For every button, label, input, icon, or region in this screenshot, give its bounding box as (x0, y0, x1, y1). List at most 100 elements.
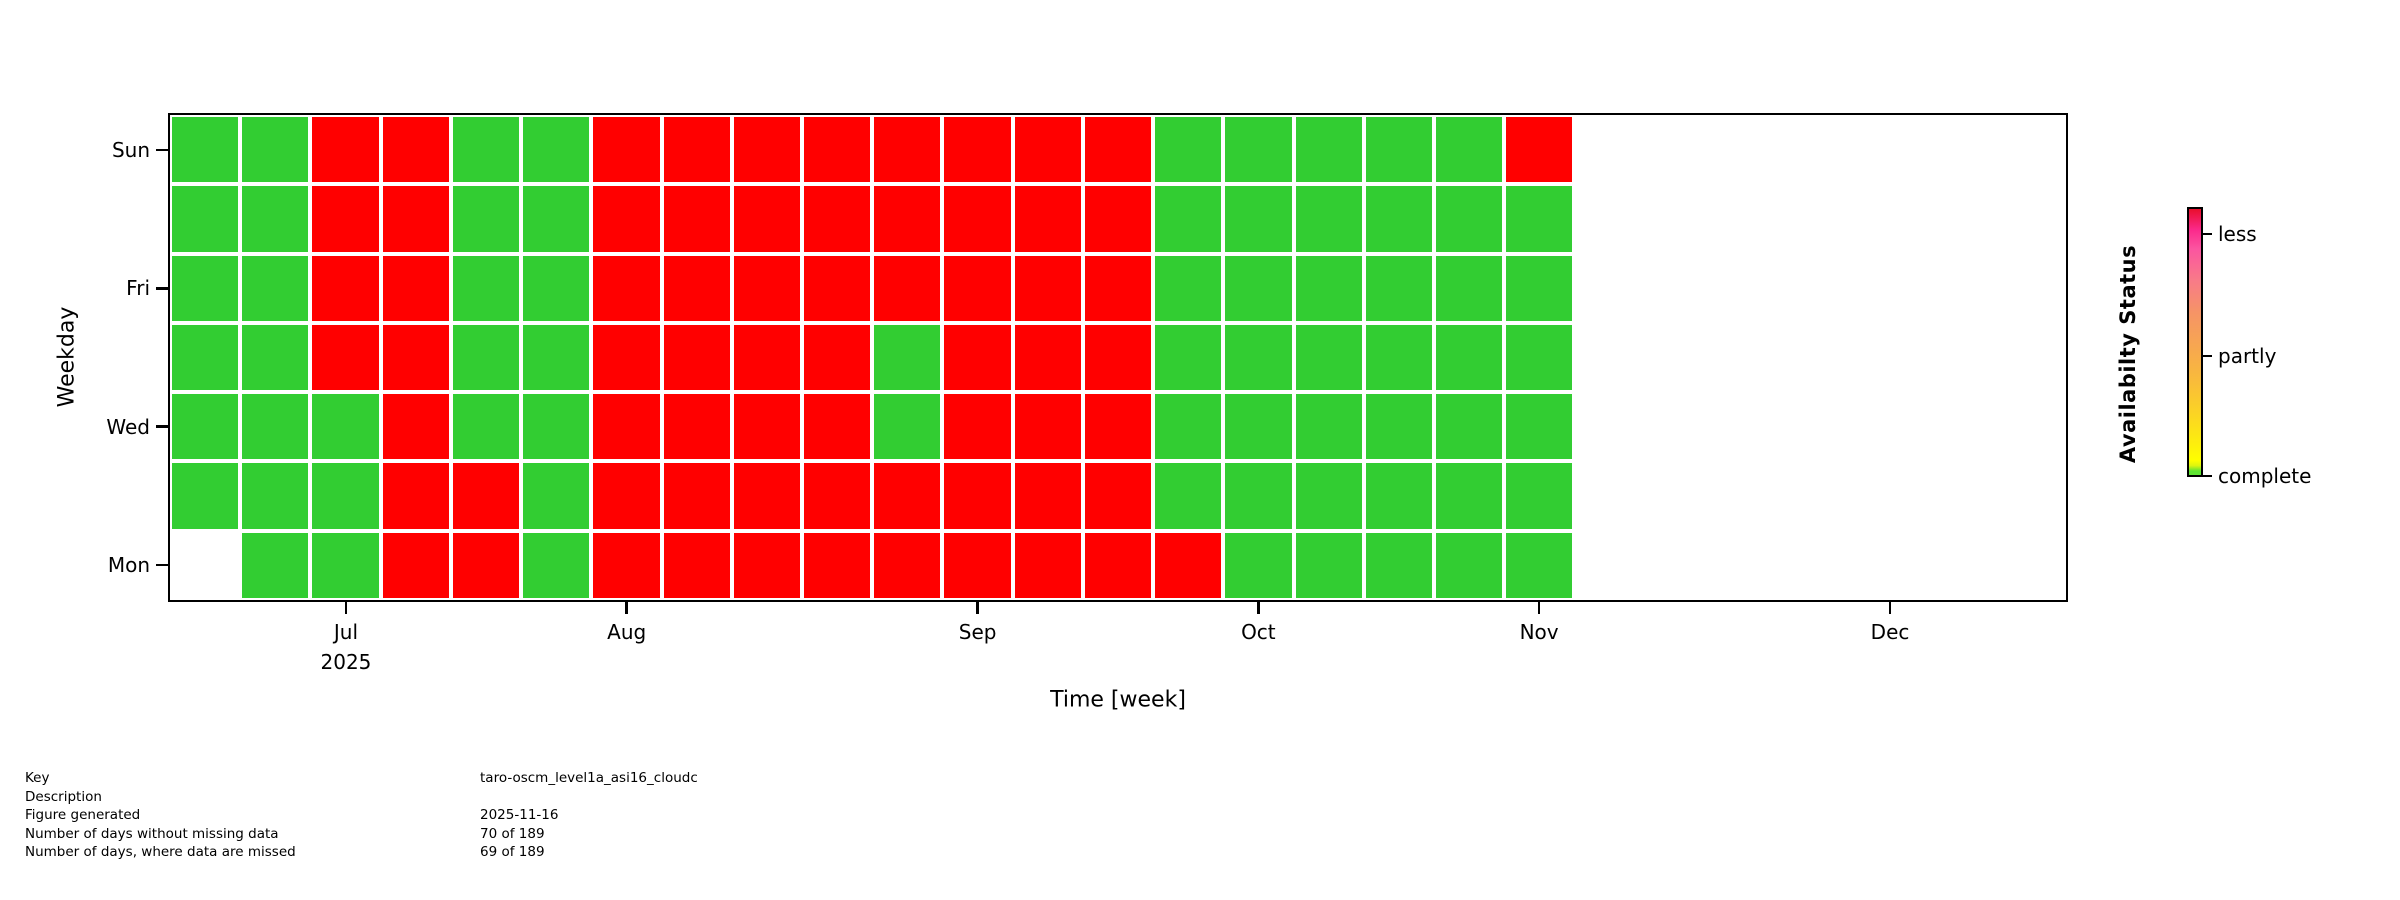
heatmap-cell (450, 530, 522, 600)
heatmap-cell (1293, 530, 1364, 600)
heatmap-cell (1644, 461, 1715, 531)
heatmap-cell (1363, 253, 1434, 323)
heatmap-cell (1714, 461, 1786, 531)
heatmap-cell (521, 461, 592, 531)
heatmap-cell (1293, 253, 1364, 323)
heatmap-cell (1153, 253, 1224, 323)
heatmap-cell (1504, 530, 1575, 600)
heatmap-cell (170, 184, 241, 254)
heatmap-cell (1855, 392, 1926, 462)
heatmap-cell (1082, 253, 1154, 323)
info-label: Number of days, where data are missed (25, 844, 296, 860)
heatmap-cell (310, 115, 381, 185)
heatmap-cell (240, 392, 311, 462)
heatmap-cell (310, 461, 381, 531)
y-axis-tick-label: Fri (126, 276, 150, 301)
heatmap-cell (1363, 392, 1434, 462)
heatmap-cell (1644, 392, 1715, 462)
x-axis-tick (1888, 602, 1892, 614)
heatmap-cell (1995, 184, 2066, 254)
heatmap-cell (731, 322, 802, 393)
heatmap-cell (1714, 530, 1786, 600)
heatmap-cell (1433, 184, 1505, 254)
colorbar-tick (2203, 474, 2212, 477)
colorbar-title: Availabilty Status (2116, 244, 2140, 464)
info-label: Number of days without missing data (25, 825, 279, 842)
heatmap-cell (380, 253, 451, 323)
heatmap-cell (1433, 253, 1505, 323)
heatmap-cell (1995, 322, 2066, 393)
colorbar-tick-label: partly (2218, 343, 2277, 368)
heatmap-cell (872, 184, 943, 254)
heatmap-cell (1714, 253, 1786, 323)
heatmap-cell (1785, 184, 1856, 254)
heatmap-cell (1644, 322, 1715, 393)
heatmap-cell (1574, 184, 1645, 254)
heatmap-cell (942, 322, 1013, 393)
heatmap-cell (1574, 392, 1645, 462)
x-axis-tick-label: Aug (607, 620, 647, 644)
heatmap-cell (240, 253, 311, 323)
heatmap-cell (521, 392, 592, 462)
heatmap-cell (1293, 184, 1364, 254)
x-axis-tick-label: Jul (333, 620, 359, 644)
heatmap-cell (1855, 530, 1926, 600)
y-axis-tick (156, 425, 168, 428)
heatmap-cell (1574, 253, 1645, 323)
heatmap-cell (1363, 184, 1434, 254)
heatmap-cell (801, 322, 873, 393)
heatmap-cell (1293, 392, 1364, 462)
heatmap-cell (1995, 392, 2066, 462)
heatmap-cell (310, 184, 381, 254)
heatmap-cell (1855, 461, 1926, 531)
colorbar-tick-label: less (2218, 222, 2257, 246)
heatmap-cell (661, 115, 732, 185)
heatmap-cell (1644, 530, 1715, 600)
heatmap-cell (521, 115, 592, 185)
heatmap-cell (1153, 392, 1224, 462)
heatmap-cell (1644, 184, 1715, 254)
heatmap-cell (450, 322, 522, 393)
heatmap-cell (1082, 322, 1154, 393)
heatmap-cell (240, 115, 311, 185)
heatmap-cell (1855, 322, 1926, 393)
heatmap-cell (1153, 322, 1224, 393)
heatmap-cell (1925, 184, 1996, 254)
heatmap-cell (310, 322, 381, 393)
y-axis-tick (156, 287, 168, 290)
heatmap-cell (1223, 461, 1294, 531)
heatmap-cell (801, 530, 873, 600)
colorbar-tick-label: complete (2218, 463, 2312, 488)
heatmap-cell (521, 184, 592, 254)
heatmap-cell (1012, 115, 1083, 185)
heatmap-cell (731, 392, 802, 462)
heatmap-cell (1223, 322, 1294, 393)
heatmap-cell (170, 461, 241, 531)
y-axis-tick (156, 148, 168, 152)
heatmap-cell (1153, 115, 1224, 185)
heatmap-cell (1504, 253, 1575, 323)
heatmap-cell (380, 115, 451, 185)
heatmap-cell (310, 530, 381, 600)
heatmap-cell (1433, 392, 1505, 462)
heatmap-cell (310, 392, 381, 462)
heatmap-cell (1223, 184, 1294, 254)
heatmap-cell (1363, 461, 1434, 531)
y-axis-tick (156, 563, 168, 567)
heatmap-cell (380, 392, 451, 462)
info-label: Description (25, 788, 102, 805)
heatmap-cell (240, 322, 311, 393)
heatmap-cell (1925, 530, 1996, 600)
heatmap-cell (1223, 115, 1294, 185)
info-value: 70 of 189 (480, 825, 545, 842)
heatmap-cell (1925, 322, 1996, 393)
heatmap-cell (591, 392, 662, 462)
heatmap-cell (1574, 461, 1645, 531)
heatmap-cell (872, 530, 943, 600)
heatmap-cell (1153, 530, 1224, 600)
heatmap-cell (1785, 392, 1856, 462)
heatmap-cell (240, 184, 311, 254)
y-axis-title: Weekday (54, 306, 80, 408)
heatmap-cell (1714, 392, 1786, 462)
